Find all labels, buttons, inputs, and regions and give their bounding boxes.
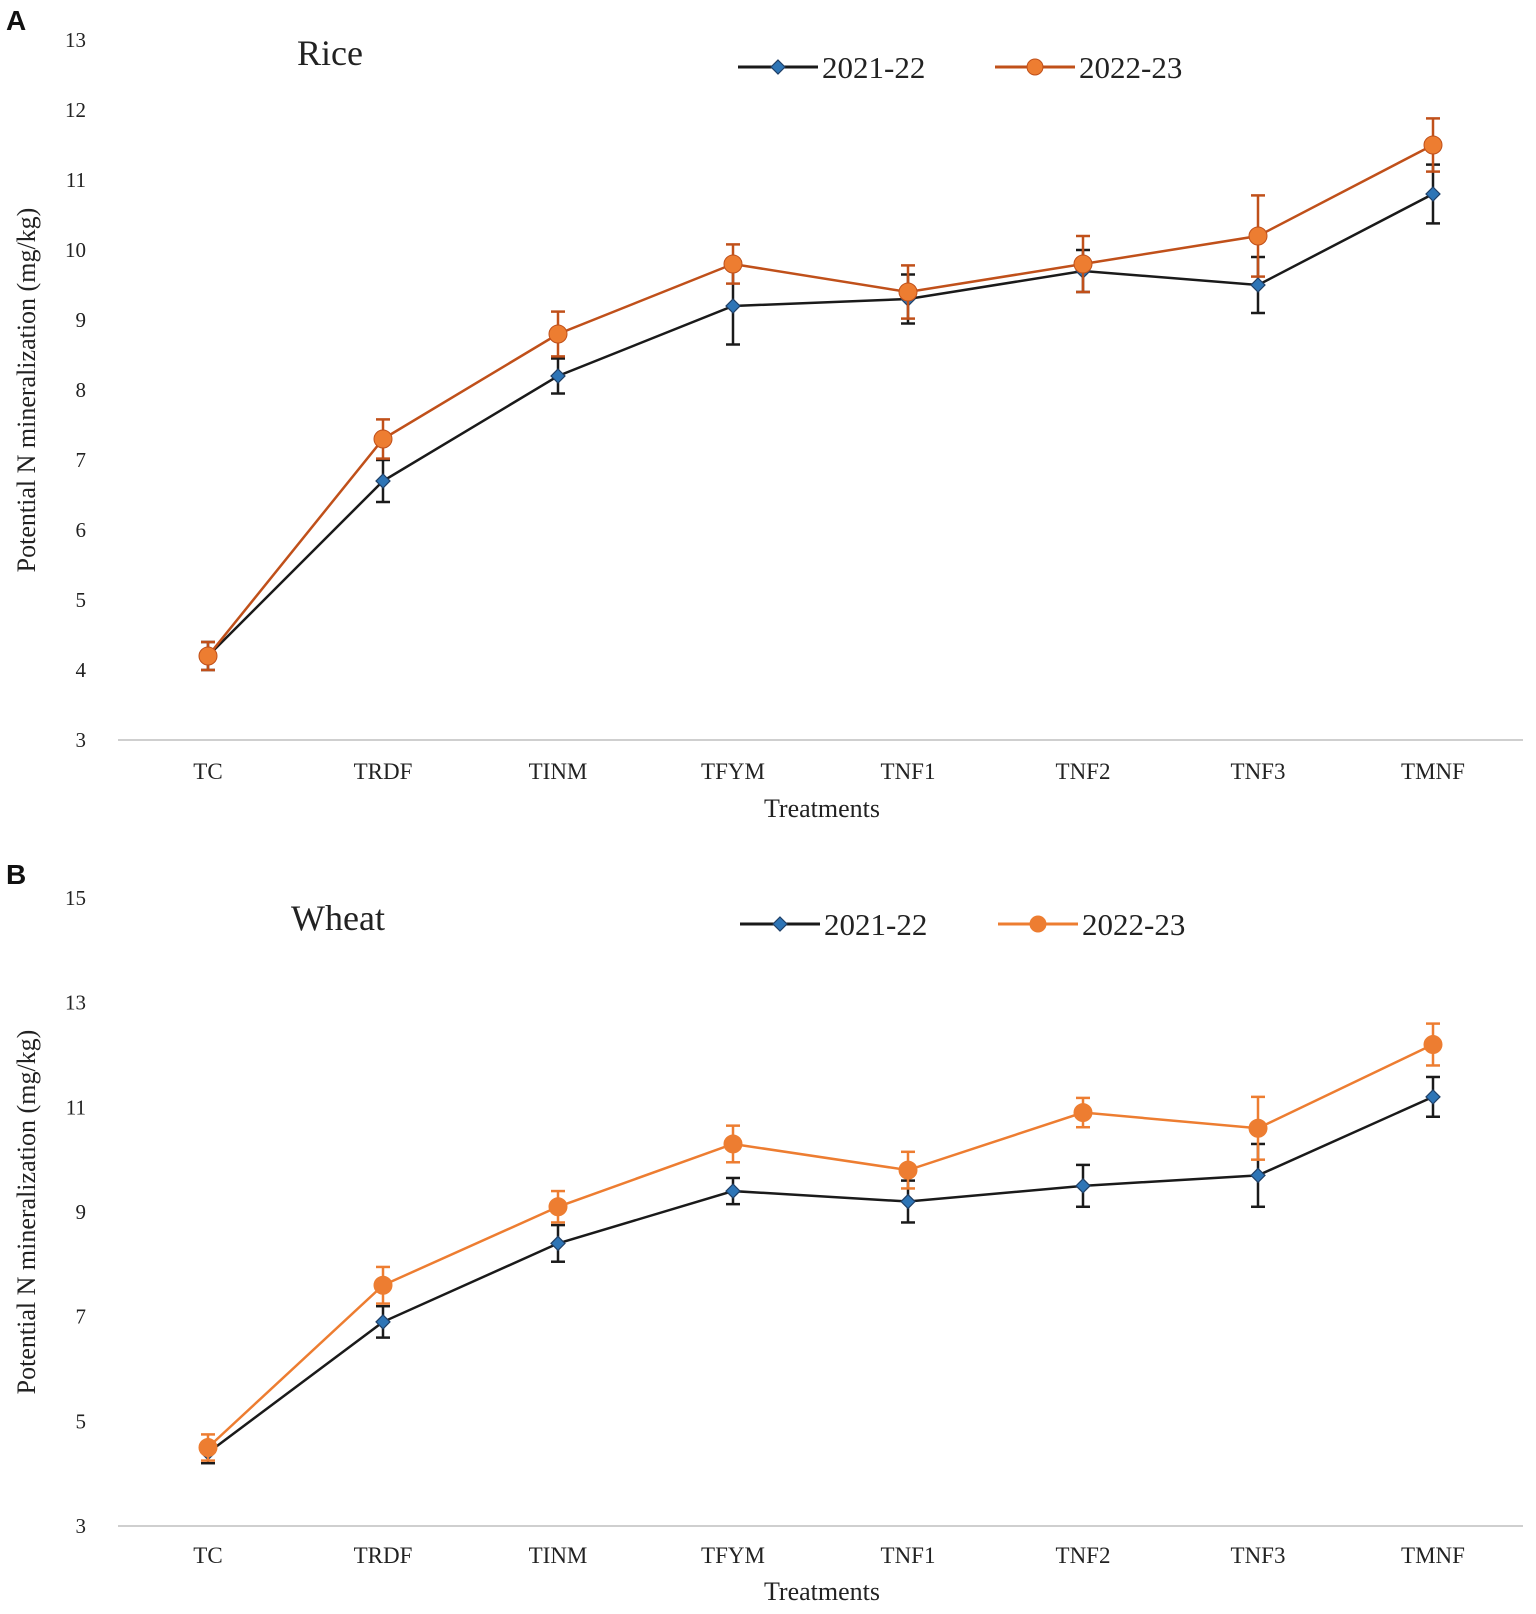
x-tick-label: TNF2: [1056, 759, 1111, 784]
data-point-diamond: [375, 1314, 391, 1330]
chart-panel-b: B Wheat 3 5 7 9 11 13 15 TC TRDF TINM TFYM TNF1 TNF2 TN…: [6, 859, 1523, 1606]
data-point-diamond: [375, 473, 391, 489]
legend-marker-circle: [1026, 58, 1044, 76]
y-tick-label: 15: [65, 886, 86, 910]
data-point-diamond: [550, 368, 566, 384]
y-tick-label: 3: [76, 728, 87, 752]
legend-marker-circle: [1029, 915, 1047, 933]
series-2022-23: [198, 1022, 1443, 1462]
x-tick-label: TRDF: [354, 1543, 413, 1568]
x-tick-label: TMNF: [1401, 1543, 1465, 1568]
data-point-circle: [1248, 1118, 1268, 1138]
x-tick-label: TFYM: [701, 759, 765, 784]
x-tick-label: TINM: [529, 1543, 588, 1568]
y-tick-label: 6: [76, 518, 87, 542]
chart-title: Rice: [297, 33, 363, 73]
y-tick-label: 8: [76, 378, 87, 402]
x-tick-label: TNF3: [1231, 759, 1286, 784]
x-tick-label: TINM: [529, 759, 588, 784]
data-point-diamond: [900, 1193, 916, 1210]
x-tick-label: TFYM: [701, 1543, 765, 1568]
legend-label: 2022-23: [1082, 907, 1185, 942]
y-tick-label: 13: [65, 28, 86, 52]
x-tick-label: TC: [193, 1543, 222, 1568]
x-tick-label: TMNF: [1401, 759, 1465, 784]
data-point-circle: [373, 429, 393, 449]
data-point-diamond: [725, 1183, 741, 1199]
x-tick-label: TNF2: [1056, 1543, 1111, 1568]
data-point-circle: [898, 282, 918, 302]
series-2022-23: [198, 117, 1443, 672]
legend-item: 2021-22: [738, 50, 925, 85]
legend: 2021-22 2022-23: [740, 907, 1185, 942]
x-tick-label: TRDF: [354, 759, 413, 784]
panel-letter: A: [6, 5, 26, 36]
data-point-diamond: [725, 298, 741, 314]
data-point-diamond: [1250, 277, 1266, 293]
y-tick-label: 10: [65, 238, 86, 262]
x-axis-title: Treatments: [764, 794, 880, 823]
legend-marker-diamond: [772, 916, 788, 932]
data-point-diamond: [1425, 186, 1441, 202]
data-point-circle: [723, 254, 743, 274]
series-line: [207, 192, 1434, 657]
data-point-diamond: [1075, 1177, 1091, 1194]
y-tick-label: 4: [76, 658, 87, 682]
y-axis-title: Potential N mineralization (mg/kg): [12, 208, 41, 573]
data-point-diamond: [1250, 1167, 1266, 1184]
data-point-circle: [1073, 254, 1093, 274]
legend: 2021-22 2022-23: [738, 50, 1182, 85]
series-line: [207, 143, 1434, 657]
data-point-circle: [1073, 1103, 1093, 1123]
data-point-circle: [198, 1438, 218, 1457]
y-tick-label: 9: [76, 1200, 87, 1224]
x-tick-label: TNF1: [881, 759, 936, 784]
data-point-circle: [1423, 1035, 1443, 1055]
data-point-circle: [548, 1197, 568, 1217]
legend-label: 2021-22: [824, 907, 927, 942]
legend-item: 2022-23: [998, 907, 1185, 942]
y-tick-label: 12: [65, 98, 86, 122]
y-tick-label: 3: [76, 1514, 87, 1538]
y-tick-label: 9: [76, 308, 87, 332]
series-line: [207, 1043, 1434, 1449]
panel-letter: B: [6, 859, 26, 890]
data-point-diamond: [550, 1235, 566, 1252]
legend-label: 2022-23: [1079, 50, 1182, 85]
series-line: [207, 1095, 1434, 1454]
data-point-circle: [1423, 135, 1443, 155]
data-point-circle: [198, 646, 218, 666]
data-point-circle: [723, 1134, 743, 1154]
legend-item: 2022-23: [995, 50, 1182, 85]
data-point-circle: [1248, 226, 1268, 246]
y-tick-label: 11: [66, 1095, 86, 1119]
y-tick-label: 7: [76, 448, 87, 472]
y-tick-label: 5: [76, 588, 87, 612]
data-point-circle: [548, 324, 568, 344]
y-tick-label: 7: [76, 1305, 87, 1329]
x-axis-title: Treatments: [764, 1577, 880, 1606]
data-point-diamond: [1425, 1089, 1441, 1105]
y-tick-label: 13: [65, 991, 86, 1015]
y-tick-label: 11: [66, 168, 86, 192]
y-tick-label: 5: [76, 1409, 87, 1433]
legend-label: 2021-22: [822, 50, 925, 85]
data-point-circle: [898, 1160, 918, 1180]
chart-panel-a: A Rice 3 4 5 6 7 8 9 10 11 12 13 TC TRDF TINM TFYM TNF1 TN…: [6, 5, 1523, 823]
x-tick-label: TNF1: [881, 1543, 936, 1568]
data-point-circle: [373, 1275, 393, 1295]
legend-item: 2021-22: [740, 907, 927, 942]
y-axis-title: Potential N mineralization (mg/kg): [12, 1030, 41, 1395]
x-tick-label: TNF3: [1231, 1543, 1286, 1568]
legend-marker-diamond: [770, 59, 786, 75]
chart-title: Wheat: [291, 898, 385, 938]
x-tick-label: TC: [193, 759, 222, 784]
